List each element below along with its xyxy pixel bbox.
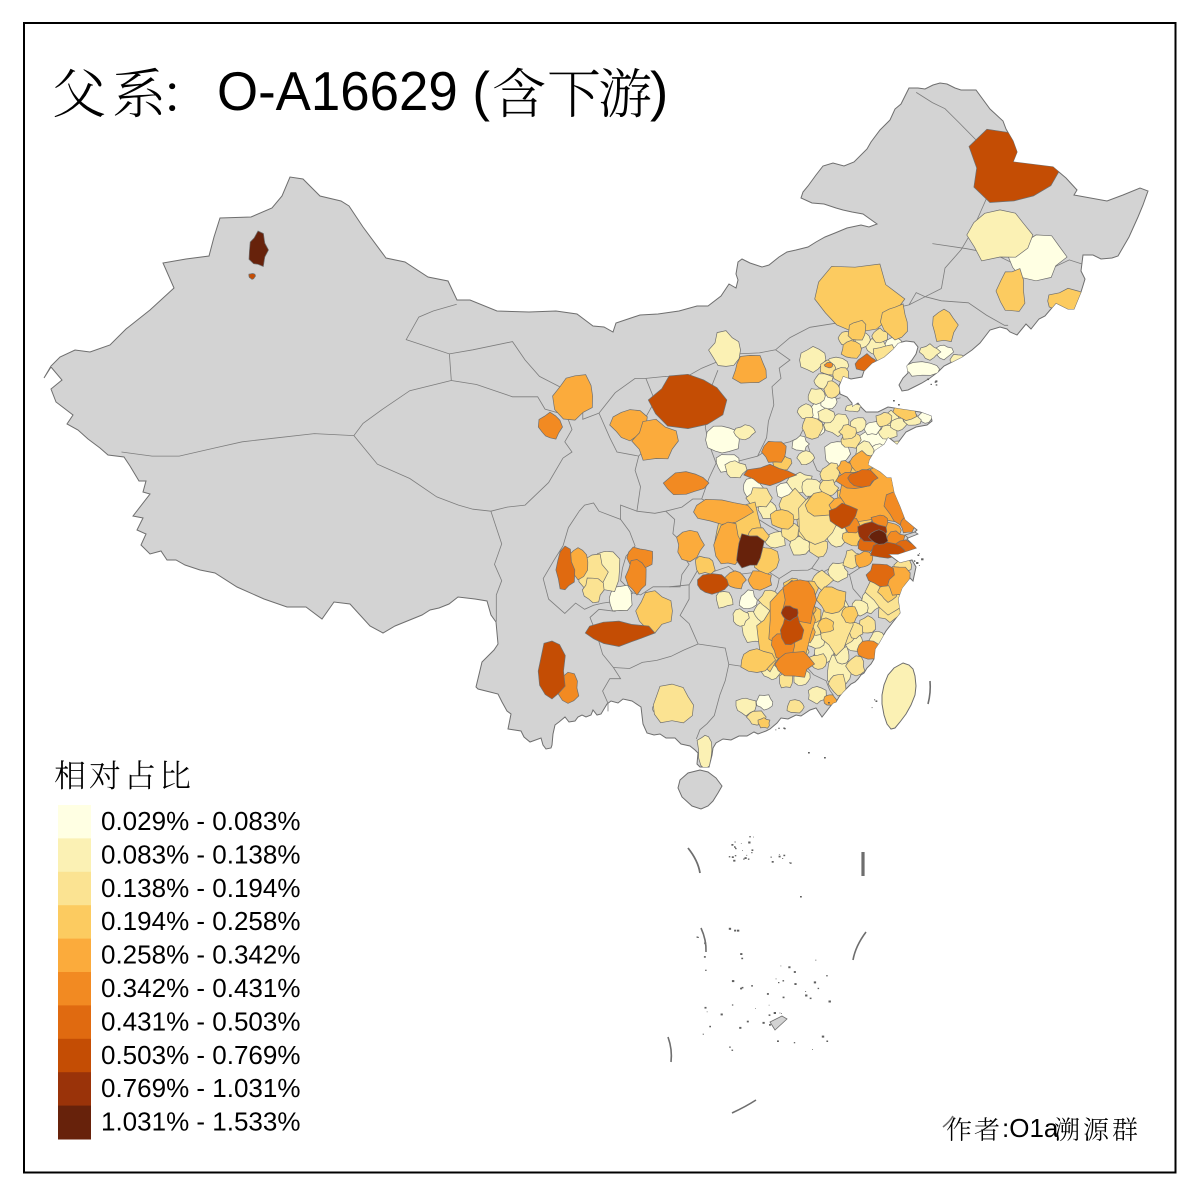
- svg-text:0.258% - 0.342%: 0.258% - 0.342%: [101, 940, 300, 970]
- svg-text:1.031% - 1.533%: 1.031% - 1.533%: [101, 1107, 300, 1137]
- svg-text:0.029% - 0.083%: 0.029% - 0.083%: [101, 806, 300, 836]
- svg-text:0.083% - 0.138%: 0.083% - 0.138%: [101, 839, 300, 869]
- svg-text::O1a: :O1a: [1002, 1113, 1059, 1143]
- svg-text:O-A16629 (: O-A16629 (: [217, 60, 490, 122]
- svg-text:): ): [650, 60, 668, 122]
- svg-text:0.342% - 0.431%: 0.342% - 0.431%: [101, 973, 300, 1003]
- svg-text:0.431% - 0.503%: 0.431% - 0.503%: [101, 1006, 300, 1036]
- svg-text:0.503% - 0.769%: 0.503% - 0.769%: [101, 1040, 300, 1070]
- svg-text:0.194% - 0.258%: 0.194% - 0.258%: [101, 906, 300, 936]
- svg-text:0.138% - 0.194%: 0.138% - 0.194%: [101, 873, 300, 903]
- svg-text:0.769% - 1.031%: 0.769% - 1.031%: [101, 1073, 300, 1103]
